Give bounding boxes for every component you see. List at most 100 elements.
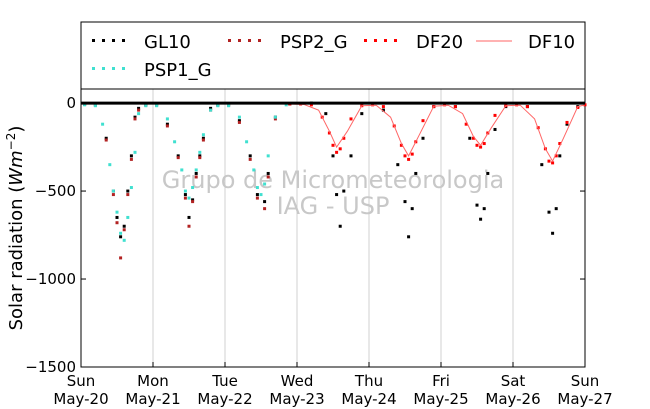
legend-swatch: [248, 39, 251, 42]
data-point: [137, 106, 141, 110]
data-point: [194, 175, 198, 179]
data-point: [122, 228, 126, 232]
data-point: [396, 163, 400, 167]
data-point: [266, 171, 270, 175]
data-point: [180, 168, 184, 172]
data-point: [475, 203, 479, 207]
data-point: [201, 138, 205, 142]
legend-entry-DF20: DF20: [364, 32, 463, 53]
x-tick-label-day: Sun: [67, 372, 96, 390]
data-point: [137, 112, 141, 116]
data-point: [255, 193, 259, 197]
x-tick-label-date: May-26: [485, 390, 540, 408]
x-tick-label-date: May-21: [125, 390, 180, 408]
legend-swatch: [112, 67, 115, 70]
x-tick-label-day: Mon: [137, 372, 169, 390]
legend-box: [80, 21, 586, 90]
data-point: [338, 224, 342, 228]
data-point: [137, 108, 141, 112]
data-point: [187, 215, 191, 219]
data-point: [133, 115, 137, 119]
data-point: [407, 157, 411, 161]
data-point: [443, 103, 447, 107]
data-point: [421, 136, 425, 140]
plot-frame: [80, 88, 586, 368]
data-point: [183, 193, 187, 197]
data-point: [482, 142, 486, 146]
data-point: [554, 207, 558, 211]
data-point: [111, 193, 115, 197]
x-tick-label-date: May-24: [341, 390, 396, 408]
legend-entry-PSP2_G: PSP2_G: [228, 32, 348, 53]
grid: [152, 89, 514, 367]
data-point: [259, 193, 263, 197]
data-point: [133, 150, 137, 154]
data-point: [209, 106, 213, 110]
data-point: [83, 103, 87, 107]
data-point: [191, 200, 195, 204]
data-point: [255, 196, 259, 200]
data-point: [198, 150, 202, 154]
data-point: [122, 238, 126, 242]
legend-swatch: [384, 39, 387, 42]
data-point: [479, 217, 483, 221]
data-point: [183, 196, 187, 200]
watermark-line-2: IAG - USP: [277, 192, 390, 220]
legend-label: PSP2_G: [280, 32, 348, 53]
data-point: [111, 189, 115, 193]
data-point: [551, 231, 555, 235]
x-tick-label-day: Fri: [432, 372, 450, 390]
data-point: [201, 133, 205, 137]
data-point: [129, 186, 133, 190]
legend-label: PSP1_G: [144, 60, 212, 81]
data-point: [421, 119, 425, 123]
data-point: [126, 189, 130, 193]
data-point: [227, 104, 231, 108]
y-tick-label: −1000: [25, 270, 76, 288]
data-point: [414, 171, 418, 175]
data-point: [248, 157, 252, 161]
x-tick-label-date: May-27: [557, 390, 612, 408]
legend-swatch: [92, 67, 95, 70]
series-line: [289, 103, 586, 163]
y-axis-title-close: ): [6, 126, 27, 133]
legend-entry-GL10: GL10: [92, 32, 191, 53]
data-point: [403, 154, 407, 158]
data-point: [126, 193, 130, 197]
data-point: [266, 175, 270, 179]
data-point: [381, 105, 385, 109]
data-point: [410, 152, 414, 156]
data-point: [335, 150, 339, 154]
legend-entry-DF10: DF10: [476, 32, 575, 53]
data-point: [482, 207, 486, 211]
y-tick-label: 0: [66, 94, 76, 112]
y-axis-title-text: Solar radiation (: [6, 186, 27, 331]
y-axis-title: Solar radiation (Wm−2): [4, 126, 27, 331]
series-layer: [83, 101, 587, 260]
x-tick-label-date: May-22: [197, 390, 252, 408]
legend-swatch: [228, 39, 231, 42]
data-point: [331, 154, 335, 158]
data-point: [486, 171, 490, 175]
data-point: [551, 161, 555, 165]
series-DF10: [289, 103, 586, 163]
data-point: [165, 117, 169, 121]
data-point: [263, 207, 267, 211]
data-point: [565, 122, 569, 126]
watermark: Grupo de Micrometeorologia IAG - USP: [162, 166, 504, 220]
data-point: [101, 122, 105, 126]
x-axis: SunMay-20MonMay-21TueMay-22WedMay-23ThuM…: [53, 362, 613, 408]
x-tick-label-day: Sat: [501, 372, 526, 390]
data-point: [165, 124, 169, 128]
data-point: [245, 140, 249, 144]
data-point: [324, 112, 328, 116]
legend-label: DF10: [528, 32, 575, 53]
y-tick-label: −1500: [25, 358, 76, 376]
data-point: [191, 186, 195, 190]
data-point: [540, 163, 544, 167]
data-point: [252, 168, 256, 172]
data-point: [410, 207, 414, 211]
data-point: [129, 154, 133, 158]
data-point: [209, 108, 213, 112]
data-point: [327, 131, 331, 135]
